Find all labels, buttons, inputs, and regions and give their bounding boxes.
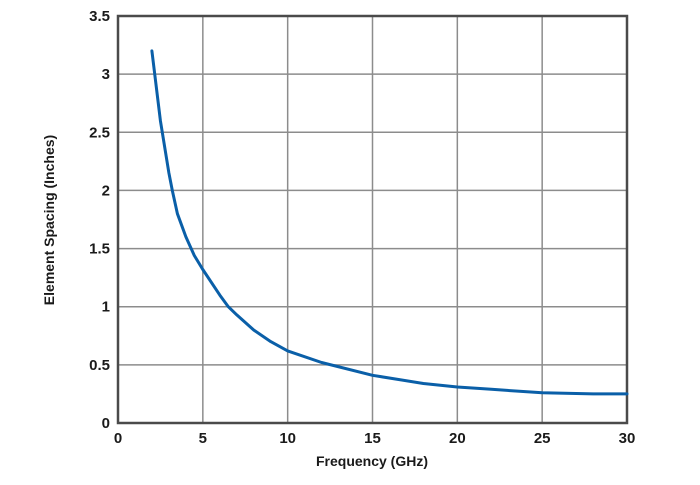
plot-frame <box>116 14 629 425</box>
y-tick-label: 3.5 <box>89 8 110 25</box>
x-tick-label: 25 <box>534 430 551 447</box>
series-line-element-spacing <box>150 49 629 396</box>
y-tick-label: 2 <box>102 182 110 199</box>
y-tick-label: 0 <box>102 415 110 432</box>
y-tick-label: 1 <box>102 299 110 316</box>
x-axis-ticks: 0 5 10 15 20 25 30 <box>114 430 636 447</box>
y-tick-label: 1.5 <box>89 241 110 258</box>
x-tick-label: 30 <box>619 430 636 447</box>
y-tick-label: 2.5 <box>89 124 110 141</box>
y-tick-label: 0.5 <box>89 357 110 374</box>
x-tick-label: 15 <box>364 430 381 447</box>
x-tick-label: 5 <box>199 430 207 447</box>
x-tick-label: 0 <box>114 430 122 447</box>
grid-lines <box>117 15 628 424</box>
y-tick-label: 3 <box>102 66 110 83</box>
y-axis-label: Element Spacing (Inches) <box>41 135 57 305</box>
x-tick-label: 10 <box>279 430 296 447</box>
x-tick-label: 20 <box>449 430 466 447</box>
y-axis-ticks: 0 0.5 1 1.5 2 2.5 3 3.5 <box>89 8 110 432</box>
x-axis-label: Frequency (GHz) <box>316 453 428 469</box>
